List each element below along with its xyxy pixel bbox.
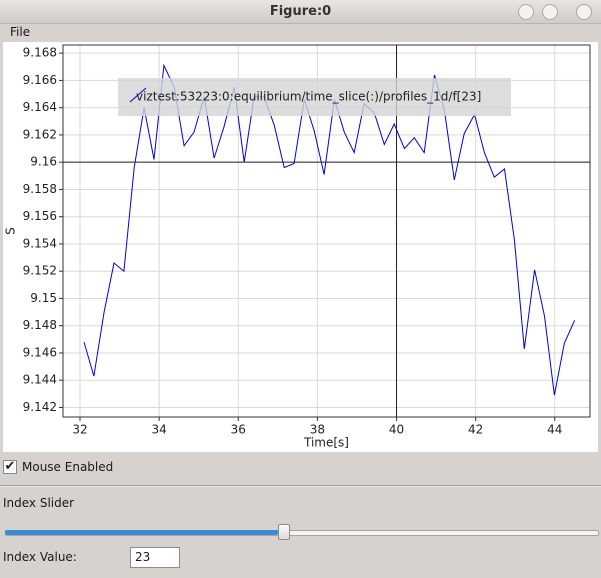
x-tick-label: 36 bbox=[231, 423, 246, 437]
maximize-button[interactable] bbox=[542, 4, 558, 20]
y-tick-label: 9.164 bbox=[23, 100, 57, 114]
separator bbox=[0, 485, 601, 487]
y-tick-label: 9.144 bbox=[23, 373, 57, 387]
slider-fill bbox=[5, 530, 279, 535]
data-line bbox=[83, 63, 576, 396]
menu-bar: File bbox=[0, 24, 601, 42]
y-tick-label: 9.166 bbox=[23, 73, 57, 87]
x-tick-label: 34 bbox=[152, 423, 167, 437]
checkbox-label[interactable]: Mouse Enabled bbox=[22, 460, 114, 474]
index-value-input[interactable]: 23 bbox=[130, 547, 180, 568]
y-tick-label: 9.148 bbox=[23, 318, 57, 332]
minimize-button[interactable] bbox=[518, 4, 534, 20]
x-tick-label: 40 bbox=[389, 423, 404, 437]
x-tick-label: 42 bbox=[468, 423, 483, 437]
menu-item[interactable]: File bbox=[10, 25, 31, 39]
y-tick-label: 9.152 bbox=[23, 264, 57, 278]
x-axis-label: Time[s] bbox=[303, 436, 349, 450]
title-bar: Figure:0 bbox=[0, 0, 601, 24]
y-tick-label: 9.158 bbox=[23, 182, 57, 196]
window-title: Figure:0 bbox=[269, 4, 332, 19]
checkbox[interactable]: ✔ bbox=[3, 459, 17, 474]
y-axis-label: S bbox=[4, 227, 18, 235]
legend-box bbox=[118, 78, 511, 116]
x-tick-label: 38 bbox=[310, 423, 325, 437]
slider-handle[interactable] bbox=[278, 524, 291, 540]
y-tick-label: 9.162 bbox=[23, 127, 57, 141]
slider-label: Index Slider bbox=[3, 496, 75, 510]
y-tick-label: 9.168 bbox=[23, 46, 57, 60]
y-tick-label: 9.156 bbox=[23, 209, 57, 223]
y-tick-label: 9.154 bbox=[23, 236, 57, 250]
index-value-label: Index Value: bbox=[3, 550, 77, 564]
close-button[interactable] bbox=[576, 4, 592, 20]
y-tick-label: 9.142 bbox=[23, 400, 57, 414]
y-tick-label: 9.146 bbox=[23, 345, 57, 359]
y-tick-label: 9.15 bbox=[30, 291, 57, 305]
legend-swatch bbox=[129, 87, 147, 103]
legend-label: viztest:53223:0:equilibrium/time_slice(:… bbox=[136, 90, 481, 104]
plot-frame bbox=[62, 44, 591, 418]
figure: 9.142 9.144 9.146 9.148 9.15 9.152 9.154 9.156 9… bbox=[3, 42, 598, 452]
x-tick-label: 44 bbox=[547, 423, 562, 437]
x-tick-label: 32 bbox=[72, 423, 87, 437]
y-tick-label: 9.16 bbox=[30, 155, 57, 169]
